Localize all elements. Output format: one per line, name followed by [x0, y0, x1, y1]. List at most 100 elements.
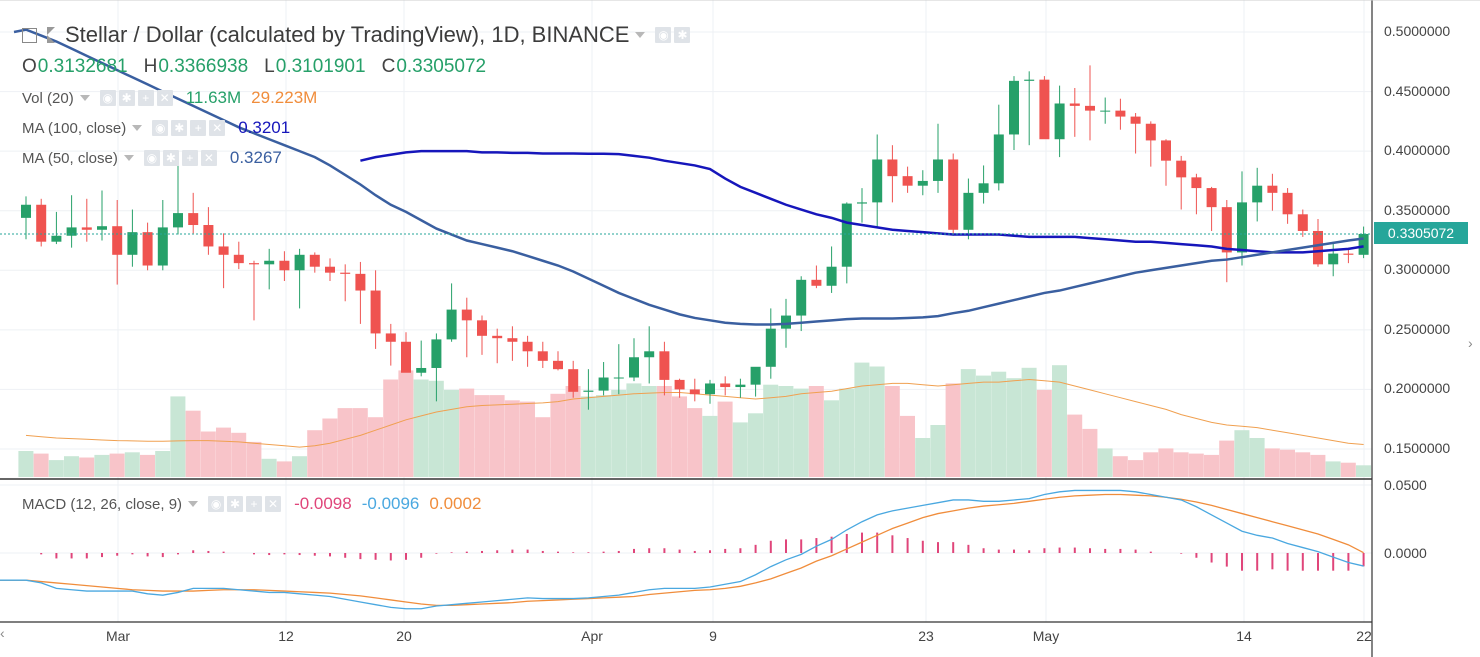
candle-body	[689, 389, 700, 395]
y-tick: 0.4500000	[1384, 83, 1451, 99]
volume-bar	[79, 457, 95, 477]
candle-body	[385, 333, 396, 342]
candle-body	[370, 290, 381, 334]
eye-icon[interactable]: ◉	[152, 120, 169, 136]
eye-icon[interactable]: ◉	[99, 90, 116, 106]
candle-body	[583, 390, 594, 392]
volume-bar	[504, 400, 520, 477]
eye-icon[interactable]: ◉	[143, 150, 160, 166]
chevron-down-icon[interactable]	[635, 32, 646, 38]
plus-icon[interactable]: +	[190, 120, 207, 136]
volume-bar	[687, 408, 703, 477]
x-tick: 12	[278, 628, 294, 644]
volume-bar	[626, 383, 642, 477]
candle-body	[841, 203, 852, 267]
candle-body	[1237, 202, 1247, 253]
volume-bar	[48, 460, 64, 477]
volume-bar	[398, 370, 414, 477]
chevron-down-icon[interactable]	[123, 155, 134, 161]
volume-bar	[1295, 452, 1311, 477]
volume-bar	[170, 396, 186, 477]
candle-body	[431, 339, 442, 368]
candle-body	[1191, 177, 1202, 189]
chevron-down-icon[interactable]	[79, 95, 90, 101]
volume-bar	[1082, 428, 1098, 477]
flag-icon[interactable]	[47, 27, 55, 43]
plus-icon[interactable]: +	[246, 496, 263, 512]
close-icon[interactable]: ✕	[156, 90, 173, 106]
volume-bar	[1006, 378, 1022, 477]
eye-icon[interactable]: ◉	[655, 27, 672, 43]
volume-bar	[763, 384, 779, 477]
ma50-value: 0.3267	[229, 148, 282, 167]
volume-bar	[520, 401, 535, 477]
volume-bar	[930, 425, 946, 477]
macd-legend: MACD (12, 26, close, 9) ◉ ✱ + ✕ -0.0098 …	[22, 494, 481, 514]
ma50-line	[13, 28, 1364, 326]
minus-box-icon[interactable]	[22, 27, 37, 43]
plus-icon[interactable]: +	[181, 150, 198, 166]
close-icon[interactable]: ✕	[209, 120, 226, 136]
candle-body	[1039, 79, 1050, 140]
candle-body	[1221, 207, 1232, 253]
volume-bar	[565, 386, 581, 477]
macd-label[interactable]: MACD (12, 26, close, 9)	[22, 495, 183, 513]
y-tick: 0.3500000	[1384, 202, 1451, 218]
volume-bar	[94, 454, 110, 477]
volume-bar	[1036, 389, 1052, 477]
x-tick: 14	[1236, 628, 1252, 644]
candle-body	[355, 273, 366, 291]
candle-body	[279, 260, 290, 271]
vol-label[interactable]: Vol (20)	[22, 89, 74, 107]
ma100-label[interactable]: MA (100, close)	[22, 119, 127, 137]
grid-lines	[0, 0, 1372, 622]
ma50-label[interactable]: MA (50, close)	[22, 149, 118, 167]
x-tick: 22	[1356, 628, 1372, 644]
gear-icon[interactable]: ✱	[118, 90, 135, 106]
candle-body	[598, 377, 609, 391]
scroll-right-icon[interactable]: ›	[1468, 335, 1473, 351]
y-tick: 0.2500000	[1384, 321, 1451, 337]
volume-bar	[550, 393, 566, 477]
volume-bar	[1188, 453, 1204, 477]
volume-bar	[276, 461, 292, 477]
plus-icon[interactable]: +	[137, 90, 154, 106]
gear-icon[interactable]: ✱	[227, 496, 244, 512]
candle-body	[1085, 105, 1095, 111]
candle-body	[81, 227, 92, 230]
volume-bar	[580, 396, 596, 477]
eye-icon[interactable]: ◉	[208, 496, 225, 512]
close-icon[interactable]: ✕	[265, 496, 282, 512]
volume-bar	[1128, 460, 1143, 477]
candle-body	[461, 309, 472, 321]
candle-body	[1054, 103, 1065, 140]
ma100-line	[360, 149, 1364, 254]
candle-body	[917, 180, 928, 186]
x-tick: 9	[709, 628, 717, 644]
candle-body	[1328, 253, 1339, 265]
candle-body	[948, 159, 959, 230]
volume-bar	[1067, 414, 1083, 477]
vol-value: 11.63M	[185, 88, 242, 107]
volume-bar	[383, 379, 399, 477]
volume-bar	[1280, 449, 1295, 477]
volume-bar	[1112, 456, 1128, 477]
volume-bar	[1021, 367, 1037, 477]
candle-body	[1176, 160, 1187, 178]
candle-body	[644, 351, 655, 358]
chevron-down-icon[interactable]	[188, 501, 199, 507]
chevron-down-icon[interactable]	[132, 125, 143, 131]
gear-icon[interactable]: ✱	[162, 150, 179, 166]
candle-body	[963, 192, 974, 230]
volume-bar	[200, 431, 216, 477]
gear-icon[interactable]: ✱	[171, 120, 188, 136]
macd-line-value: -0.0096	[361, 494, 420, 513]
volume-bar	[1158, 448, 1174, 477]
gear-icon[interactable]: ✱	[674, 27, 691, 43]
candle-body	[659, 351, 670, 380]
high-label: H	[143, 56, 158, 77]
scroll-left-icon[interactable]: ‹	[0, 625, 5, 641]
close-icon[interactable]: ✕	[200, 150, 217, 166]
macd-y-tick: 0.0500	[1384, 477, 1427, 493]
